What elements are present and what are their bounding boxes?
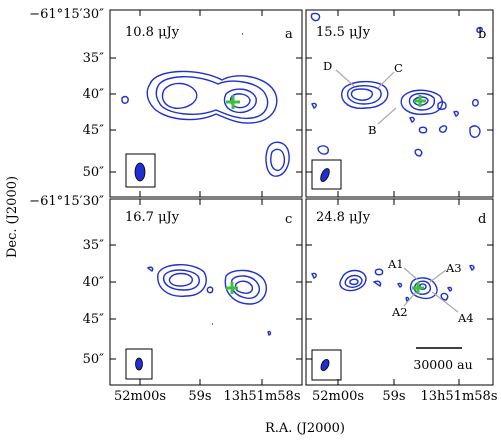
x-tick-label: 52m00s — [312, 389, 364, 404]
x-tick-label: 59s — [188, 389, 211, 404]
component-pointer — [377, 107, 397, 125]
position-marker — [414, 95, 426, 107]
y-tick-label: 40″ — [83, 275, 105, 290]
position-marker — [412, 282, 424, 294]
contours — [311, 264, 475, 302]
panel-label: d — [478, 212, 486, 227]
component-pointer — [403, 267, 419, 281]
beam-ellipse — [135, 357, 143, 371]
panel-frame — [109, 198, 303, 386]
y-tick-label: 40″ — [83, 87, 105, 102]
beam-box — [311, 349, 342, 381]
y-tick-label: 35″ — [83, 238, 105, 253]
x-tick-label: 13h51m58s — [224, 389, 301, 404]
y-tick-labels-top: −61°15′30″ 35″ 40″ 45″ 50″ — [29, 7, 104, 180]
component-label-a3: A3 — [445, 261, 462, 275]
component-label-a4: A4 — [457, 311, 474, 325]
panel-frame — [305, 9, 494, 198]
component-pointer — [377, 71, 395, 89]
component-label-a2: A2 — [391, 305, 408, 319]
component-label-a1: A1 — [387, 257, 404, 271]
y-tick-label: −61°15′30″ — [29, 7, 104, 22]
flux-label: 16.7 μJy — [125, 210, 180, 225]
component-pointer — [403, 291, 417, 307]
flux-label: 15.5 μJy — [316, 25, 371, 40]
y-tick-label: 50″ — [83, 352, 105, 367]
y-tick-labels-bottom: −61°15′30″ 35″ 40″ 45″ 50″ — [29, 194, 104, 367]
x-axis-label: R.A. (J2000) — [265, 421, 345, 436]
x-tick-label: 13h51m58s — [421, 389, 498, 404]
scale-bar-label: 30000 au — [413, 357, 472, 372]
beam-box — [311, 159, 342, 190]
x-tick-labels-right: 52m00s 59s 13h51m58s — [312, 389, 498, 404]
flux-label: 10.8 μJy — [125, 25, 180, 40]
position-marker — [226, 282, 238, 294]
beam-box — [125, 153, 156, 188]
component-pointer — [431, 291, 459, 313]
panel-d: A1 A2 A3 A4 30000 au 24.8 μJy d — [305, 198, 494, 386]
x-tick-label: 52m00s — [114, 389, 166, 404]
contours — [121, 33, 290, 177]
panel-b: D C B 15.5 μJy b — [305, 9, 494, 198]
panel-frame — [109, 9, 303, 198]
component-label-b: B — [368, 123, 376, 137]
y-axis-label: Dec. (J2000) — [5, 176, 20, 258]
component-label-d: D — [323, 59, 332, 73]
y-tick-label: 35″ — [83, 51, 105, 66]
panel-a: 10.8 μJy a — [109, 9, 303, 198]
panel-frame — [305, 198, 494, 386]
y-tick-label: 50″ — [83, 165, 105, 180]
x-tick-labels-left: 52m00s 59s 13h51m58s — [114, 389, 301, 404]
beam-box — [125, 348, 153, 380]
contours — [310, 12, 483, 157]
panel-c: 16.7 μJy c — [109, 198, 303, 386]
panel-label: c — [285, 212, 292, 227]
y-tick-label: 45″ — [83, 312, 105, 327]
position-marker — [226, 95, 240, 109]
beam-ellipse — [320, 168, 330, 182]
flux-label: 24.8 μJy — [316, 210, 371, 225]
component-pointer — [429, 269, 447, 283]
component-pointer — [335, 69, 355, 87]
panel-label: b — [478, 27, 486, 42]
beam-ellipse — [134, 162, 146, 182]
tick-marks — [110, 10, 493, 385]
y-tick-label: 45″ — [83, 123, 105, 138]
contours — [146, 264, 272, 336]
beam-ellipse — [320, 358, 330, 372]
component-label-c: C — [394, 61, 403, 75]
panel-label: a — [285, 27, 293, 42]
x-tick-label: 59s — [382, 389, 405, 404]
y-tick-label: −61°15′30″ — [29, 194, 104, 209]
